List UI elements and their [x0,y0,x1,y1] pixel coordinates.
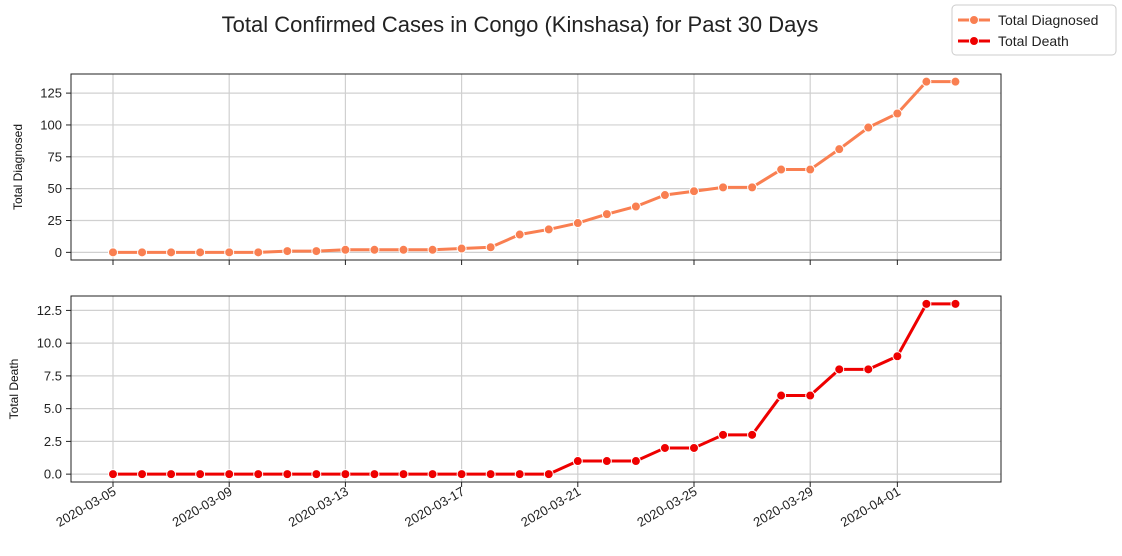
data-point-total-death [950,298,961,309]
data-point-total-death [369,469,380,480]
y-tick-label: 12.5 [37,303,62,318]
series-line-total-diagnosed [111,80,957,254]
x-tick-label: 2020-04-01 [838,484,903,530]
x-tick-label: 2020-03-21 [518,484,583,530]
x-axis-ticks: 2020-03-05 2020-03-09 2020-03-13 2020-03-17… [53,484,902,530]
data-point-total-diagnosed [834,144,845,155]
data-point-total-diagnosed [921,76,932,87]
data-point-total-death [514,469,525,480]
data-point-total-diagnosed [282,246,293,257]
data-point-total-death [921,298,932,309]
y-tick-label: 125 [40,86,62,101]
y-axis-label-total-diagnosed: Total Diagnosed [11,124,25,210]
legend-frame [951,4,1117,56]
data-point-total-death [689,442,699,453]
y-axis-label-total-death: Total Death [7,359,21,420]
data-point-total-diagnosed [689,186,699,197]
data-point-total-diagnosed [456,243,467,254]
data-point-total-diagnosed [892,108,903,119]
axes-frame [70,73,1002,261]
data-point-total-diagnosed [747,182,758,193]
y-tick-label: 75 [48,149,62,164]
data-point-total-death [747,429,758,440]
data-point-total-diagnosed [224,247,235,258]
data-point-total-death [805,390,816,401]
data-point-total-diagnosed [340,244,351,255]
data-point-total-death [108,469,118,480]
data-point-total-death [137,469,148,480]
data-point-total-diagnosed [369,244,380,255]
chart-title: Total Confirmed Cases in Congo (Kinshasa… [222,12,819,37]
data-point-total-death [398,469,409,480]
data-point-total-diagnosed [514,229,525,240]
data-point-total-diagnosed [950,76,961,87]
x-tick-label: 2020-03-13 [286,484,351,530]
chart-legend: Total Diagnosed Total Death [951,4,1117,56]
x-tick-label: 2020-03-17 [402,484,467,530]
data-point-total-diagnosed [572,218,583,229]
data-point-total-diagnosed [485,242,496,253]
x-tick-label: 2020-03-29 [751,484,816,530]
data-point-total-diagnosed [398,244,409,255]
data-point-total-death [572,456,583,467]
y-tick-label: 2.5 [44,434,62,449]
data-point-total-death [892,351,903,362]
y-tick-label: 10.0 [37,336,62,351]
axes-frame [70,295,1002,483]
data-point-total-death [630,456,641,467]
y-tick-label: 0.0 [44,467,62,482]
data-point-total-death [166,469,177,480]
y-tick-label: 25 [48,213,62,228]
y-tick-label: 0 [55,245,62,260]
panel-total-diagnosed: Total Diagnosed 0 25 50 75 100 125 [11,73,1002,265]
data-point-total-death [456,469,467,480]
y-tick-label: 7.5 [44,368,62,383]
legend-label-total-diagnosed: Total Diagnosed [998,12,1098,28]
series-line-total-death [111,302,957,476]
data-point-total-death [253,469,264,480]
data-point-total-death [311,469,322,480]
data-point-total-death [427,469,438,480]
data-point-total-death [282,469,293,480]
y-tick-label: 100 [40,117,62,132]
data-point-total-diagnosed [253,247,264,258]
data-point-total-death [195,469,206,480]
data-point-total-death [601,456,612,467]
data-point-total-diagnosed [427,244,438,255]
data-point-total-death [485,469,496,480]
data-point-total-diagnosed [718,182,729,193]
data-point-total-diagnosed [166,247,177,258]
y-tick-label: 5.0 [44,401,62,416]
data-point-total-diagnosed [601,209,612,220]
data-point-total-diagnosed [863,122,874,133]
data-point-total-diagnosed [659,190,670,201]
data-point-total-death [834,364,845,375]
data-point-total-death [224,469,235,480]
data-point-total-diagnosed [805,164,816,175]
data-point-total-diagnosed [776,164,787,175]
data-point-total-death [543,469,554,480]
data-point-total-death [340,469,351,480]
x-tick-label: 2020-03-09 [170,484,235,530]
legend-label-total-death: Total Death [998,33,1069,49]
legend-marker-total-death [969,36,979,46]
x-tick-label: 2020-03-05 [53,484,118,530]
y-tick-label: 50 [48,181,62,196]
data-point-total-diagnosed [311,246,322,257]
data-point-total-diagnosed [195,247,206,258]
panel-total-death: Total Death 0.0 2.5 5.0 7.5 10.0 12.5 [7,295,1002,487]
data-point-total-death [718,429,729,440]
data-point-total-death [863,364,874,375]
data-point-total-death [776,390,787,401]
data-point-total-diagnosed [108,247,118,258]
data-point-total-diagnosed [630,201,641,212]
legend-marker-total-diagnosed [969,15,979,25]
x-tick-label: 2020-03-25 [634,484,699,530]
data-point-total-diagnosed [137,247,148,258]
data-point-total-diagnosed [543,224,554,235]
data-point-total-death [659,442,670,453]
